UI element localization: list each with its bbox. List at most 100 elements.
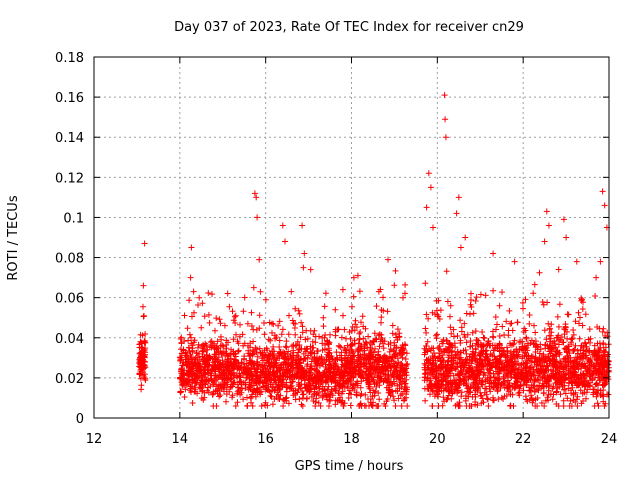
data-point [193, 350, 200, 357]
data-point [347, 402, 354, 409]
data-point [458, 324, 465, 331]
data-point [519, 346, 525, 353]
data-point [385, 386, 392, 393]
data-point [244, 403, 251, 409]
data-point [565, 385, 572, 392]
data-point [593, 393, 600, 400]
data-point [566, 343, 572, 350]
data-point [355, 340, 362, 347]
data-point [448, 355, 455, 362]
data-point [322, 342, 328, 348]
data-point [311, 366, 318, 373]
data-point [315, 390, 321, 396]
data-point [375, 357, 382, 364]
data-point [480, 399, 487, 406]
data-point [573, 360, 579, 366]
data-point [386, 348, 393, 355]
data-point [200, 396, 207, 403]
data-point [402, 281, 409, 288]
data-point [496, 333, 503, 339]
data-point [432, 373, 438, 380]
data-point [266, 352, 273, 359]
data-point [141, 312, 147, 319]
data-point [302, 355, 309, 362]
data-point [366, 371, 373, 378]
data-point [496, 347, 503, 354]
data-point [457, 364, 464, 371]
data-point [473, 340, 480, 347]
data-point [259, 351, 266, 358]
data-point [294, 338, 301, 345]
data-point [494, 321, 500, 328]
data-point [262, 371, 269, 378]
data-point [554, 313, 561, 320]
data-point [441, 398, 448, 405]
data-point [206, 343, 213, 350]
data-point [438, 348, 445, 354]
data-point [289, 317, 296, 324]
data-point [282, 343, 289, 350]
data-point [198, 343, 205, 349]
data-point [440, 375, 447, 381]
data-point [233, 357, 239, 363]
data-point [389, 322, 396, 329]
data-point [182, 386, 189, 393]
data-point [404, 403, 411, 409]
data-point [490, 250, 497, 257]
data-point [209, 291, 215, 298]
data-point [178, 388, 184, 395]
data-point [251, 190, 258, 197]
data-point [581, 383, 588, 390]
data-point [358, 373, 365, 380]
data-point [282, 395, 289, 402]
data-point [307, 343, 314, 350]
x-tick-label: 24 [601, 432, 618, 447]
data-point [232, 403, 239, 409]
y-tick-label: 0.08 [55, 252, 84, 267]
data-point [184, 325, 191, 332]
data-point [380, 345, 387, 352]
data-point [369, 353, 376, 360]
data-point [440, 394, 447, 401]
data-point [427, 391, 433, 398]
data-point [511, 258, 518, 265]
data-point [255, 362, 262, 369]
data-point [579, 352, 586, 359]
data-point [301, 368, 308, 375]
data-point [322, 332, 329, 338]
data-point [423, 204, 430, 211]
data-point [212, 377, 219, 384]
data-point [308, 365, 315, 372]
chart-title: Day 037 of 2023, Rate Of TEC Index for r… [174, 20, 524, 35]
data-point [251, 368, 258, 375]
data-point [217, 392, 224, 399]
data-point [188, 340, 195, 347]
data-point [269, 383, 276, 390]
data-point [381, 363, 388, 370]
data-point [463, 382, 470, 389]
data-point [520, 305, 526, 312]
data-point [306, 382, 313, 389]
data-point [254, 353, 261, 360]
data-point [425, 170, 432, 177]
data-point [142, 377, 149, 384]
data-point [429, 309, 436, 316]
data-point [207, 383, 214, 390]
data-point [205, 311, 212, 318]
data-point [467, 338, 474, 344]
data-point [534, 376, 541, 383]
data-point [597, 367, 604, 374]
data-point [430, 359, 437, 366]
data-point [369, 362, 376, 369]
data-point [261, 331, 268, 338]
data-point [389, 354, 395, 361]
data-point [543, 208, 550, 215]
data-point [299, 323, 306, 330]
data-point [579, 306, 586, 312]
data-point [341, 345, 348, 351]
data-point [490, 287, 497, 294]
data-point [361, 363, 367, 370]
data-point [450, 333, 457, 340]
data-point [314, 348, 321, 354]
data-point [350, 274, 357, 281]
